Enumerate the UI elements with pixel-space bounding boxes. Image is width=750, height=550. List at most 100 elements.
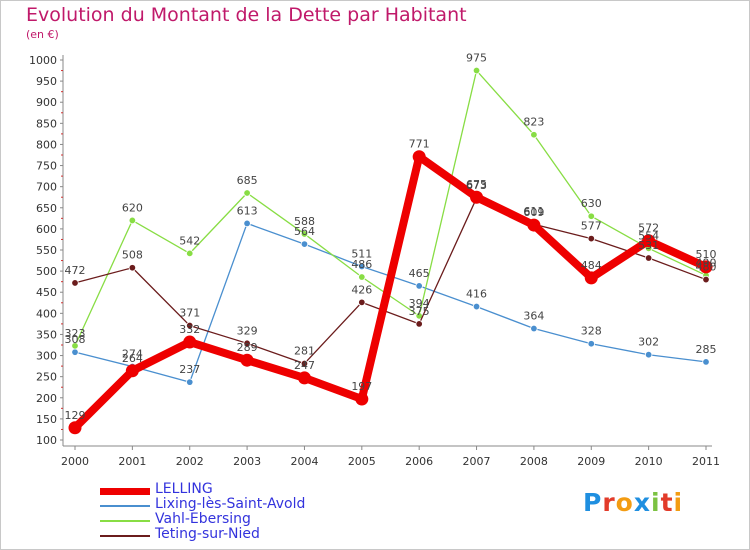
data-label: 375 [409,305,430,318]
data-label: 554 [638,229,659,242]
data-label: 613 [237,204,258,217]
legend-label: Vahl-Ebersing [155,511,251,527]
legend-swatch [100,487,150,495]
data-point [470,190,484,204]
data-label: 285 [696,343,717,356]
data-point [358,273,366,281]
x-tick-label: 2003 [233,455,261,468]
data-point [587,212,595,220]
data-point [358,298,366,307]
data-point [587,234,595,243]
data-point [128,216,137,225]
data-label: 480 [696,261,717,274]
data-point [71,348,79,356]
data-label: 274 [122,348,143,361]
data-point [186,249,194,258]
data-point [699,260,713,274]
data-point [186,321,194,330]
data-point [587,340,595,348]
y-tick-label: 850 [36,117,57,130]
data-label: 577 [581,220,602,233]
data-label: 394 [409,297,430,310]
data-label: 328 [581,325,602,338]
data-label: 302 [638,336,659,349]
data-label: 675 [466,178,487,191]
data-point [186,378,194,386]
data-label: 416 [466,288,487,301]
data-label: 465 [409,267,430,280]
data-point [71,342,79,350]
x-tick-label: 2011 [692,455,720,468]
y-tick-label: 450 [36,286,57,299]
data-label: 531 [638,239,659,252]
y-tick-label: 400 [36,307,57,320]
data-point [355,392,369,406]
data-point [527,218,541,232]
data-point [644,254,653,262]
data-point [642,234,656,248]
data-label: 490 [696,256,717,269]
data-label: 630 [581,197,602,210]
data-label: 247 [294,359,315,372]
x-tick-label: 2010 [635,455,663,468]
legend-swatch [100,520,150,522]
data-label: 771 [409,138,430,151]
legend-swatch [100,535,150,537]
data-label: 564 [294,225,315,238]
data-label: 542 [179,234,200,247]
y-tick-label: 1000 [29,54,57,67]
data-label: 308 [65,333,86,346]
data-label: 426 [351,283,372,296]
data-point [300,230,309,238]
data-point [412,150,426,164]
legend-swatch [100,505,150,507]
y-tick-label: 100 [36,434,57,447]
data-label: 323 [65,327,86,340]
data-label: 364 [523,310,544,323]
data-point [300,359,309,368]
data-point [702,358,710,366]
data-label: 673 [466,179,487,192]
data-label: 511 [351,247,372,260]
y-tick-label: 550 [36,244,57,257]
data-label: 611 [523,205,544,218]
data-label: 289 [237,341,258,354]
legend-label: Teting-sur-Nied [155,526,260,542]
data-point [243,339,251,348]
data-label: 371 [179,307,200,320]
data-point [243,189,251,197]
y-tick-label: 700 [36,181,57,194]
y-tick-label: 300 [36,350,57,363]
x-tick-label: 2009 [577,455,605,468]
data-point [358,262,366,271]
data-point [300,240,309,248]
data-label: 620 [122,201,143,214]
data-label: 129 [65,409,86,422]
y-tick-label: 500 [36,265,57,278]
x-tick-label: 2004 [290,455,318,468]
data-label: 609 [523,206,544,219]
data-label: 484 [581,259,602,272]
y-tick-label: 800 [36,138,57,151]
y-tick-label: 200 [36,392,57,405]
data-label: 197 [351,380,372,393]
legend-label: Lixing-lès-Saint-Avold [155,496,306,512]
data-label: 486 [351,258,372,271]
chart-unit-label: (en €) [26,28,59,41]
data-point [125,364,139,378]
data-label: 472 [65,264,86,277]
data-point [530,324,538,333]
data-point [297,371,311,385]
data-point [472,66,481,75]
x-tick-label: 2000 [61,455,89,468]
data-label: 281 [294,345,315,358]
y-tick-label: 900 [36,96,57,109]
data-point [71,279,79,287]
data-label: 588 [294,215,315,228]
data-point [415,320,423,328]
data-point [68,421,82,435]
data-point [415,282,423,290]
y-tick-label: 950 [36,75,57,88]
